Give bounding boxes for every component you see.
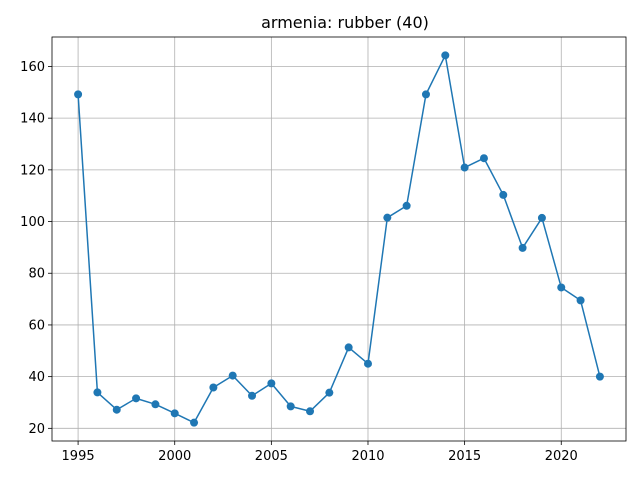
grid: [52, 37, 626, 441]
x-tick-label: 2005: [255, 449, 288, 464]
y-axis: 20 40 60 80 100 120 140 160: [20, 60, 52, 437]
x-tick-label: 2000: [158, 449, 191, 464]
data-point: [151, 400, 160, 409]
data-point: [209, 383, 218, 392]
y-tick-label: 140: [20, 112, 45, 127]
data-point: [557, 283, 566, 292]
data-point: [383, 213, 392, 222]
data-point: [421, 90, 430, 99]
y-tick-label: 120: [20, 163, 45, 178]
data-point: [325, 388, 334, 397]
data-point: [267, 379, 276, 388]
data-point: [344, 343, 353, 352]
x-tick-label: 2010: [351, 449, 384, 464]
data-point: [74, 90, 83, 99]
data-point: [402, 201, 411, 210]
data-point: [132, 394, 141, 403]
data-point: [479, 154, 488, 163]
data-point: [518, 243, 527, 252]
series-line: [77, 54, 601, 424]
plot-frame: [51, 36, 627, 442]
y-tick-label: 40: [28, 370, 45, 385]
x-tick-label: 1995: [62, 449, 95, 464]
data-point: [228, 371, 237, 380]
data-point: [499, 190, 508, 199]
x-tick-label: 2020: [545, 449, 578, 464]
x-tick-label: 2015: [448, 449, 481, 464]
y-tick-label: 60: [28, 318, 45, 333]
y-tick-label: 20: [28, 422, 45, 437]
y-tick-label: 80: [28, 267, 45, 282]
data-point: [170, 409, 179, 418]
data-point: [460, 163, 469, 172]
x-axis: 1995 2000 2005 2010 2015 2020: [62, 441, 578, 464]
data-point: [112, 405, 121, 414]
data-point: [306, 407, 315, 416]
data-point: [93, 388, 102, 397]
data-point: [537, 213, 546, 222]
y-tick-label: 100: [20, 215, 45, 230]
chart-title: armenia: rubber (40): [261, 13, 429, 32]
data-point: [248, 391, 257, 400]
series-group: [74, 51, 604, 427]
data-point: [595, 372, 604, 381]
data-point: [286, 402, 295, 411]
data-point: [441, 51, 450, 60]
data-point: [190, 418, 199, 427]
data-point: [363, 359, 372, 368]
y-tick-label: 160: [20, 60, 45, 75]
data-point: [576, 296, 585, 305]
